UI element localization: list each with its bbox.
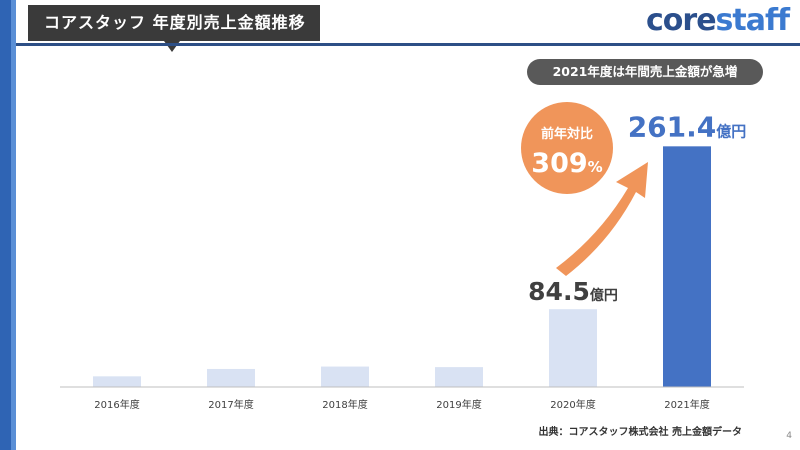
logo-text-core: core [646, 3, 717, 38]
bar-2021年度 [663, 146, 711, 387]
tick-label-2021年度: 2021年度 [664, 398, 709, 411]
page-title: コアスタッフ 年度別売上金額推移 [28, 5, 320, 41]
tick-label-2020年度: 2020年度 [550, 398, 595, 411]
side-accent-bar [0, 0, 11, 450]
source-note: 出典：コアスタッフ株式会社 売上金額データ [538, 427, 742, 438]
data-label-value: 261.4 [628, 110, 717, 143]
data-label-2020年度: 84.5億円 [528, 277, 618, 306]
data-label-2021年度: 261.4億円 [628, 110, 747, 143]
corestaff-logo: corestaff [646, 3, 791, 38]
bar-group [93, 146, 711, 387]
bar-2017年度 [207, 368, 255, 387]
bar-2018年度 [321, 366, 369, 387]
data-label-value: 84.5 [528, 277, 590, 306]
title-pointer [164, 41, 180, 52]
highlight-note: 2021年度は年間売上金額が急増 [527, 59, 763, 85]
page-number: 4 [786, 431, 792, 441]
tick-label-2016年度: 2016年度 [94, 398, 139, 411]
tick-label-2019年度: 2019年度 [436, 398, 481, 411]
bar-2020年度 [549, 309, 597, 387]
side-accent-bar-light [11, 0, 16, 450]
yoy-badge-circle [521, 102, 613, 194]
header-rule [16, 43, 800, 46]
bar-2019年度 [435, 367, 483, 387]
tick-label-2017年度: 2017年度 [208, 398, 253, 411]
bar-2016年度 [93, 376, 141, 387]
growth-arrow [556, 162, 648, 276]
yoy-badge-value: 309% [531, 148, 602, 179]
data-label-unit: 億円 [716, 122, 746, 140]
yoy-badge-unit: % [588, 158, 603, 176]
tick-label-2018年度: 2018年度 [322, 398, 367, 411]
tick-label-group: 2016年度 2017年度 2018年度 2019年度 2020年度 2021年度 [94, 398, 709, 411]
yoy-badge-number: 309 [531, 148, 587, 179]
logo-text-staff: staff [715, 3, 791, 38]
yoy-badge-label: 前年対比 [541, 126, 593, 142]
data-label-unit: 億円 [590, 287, 618, 304]
